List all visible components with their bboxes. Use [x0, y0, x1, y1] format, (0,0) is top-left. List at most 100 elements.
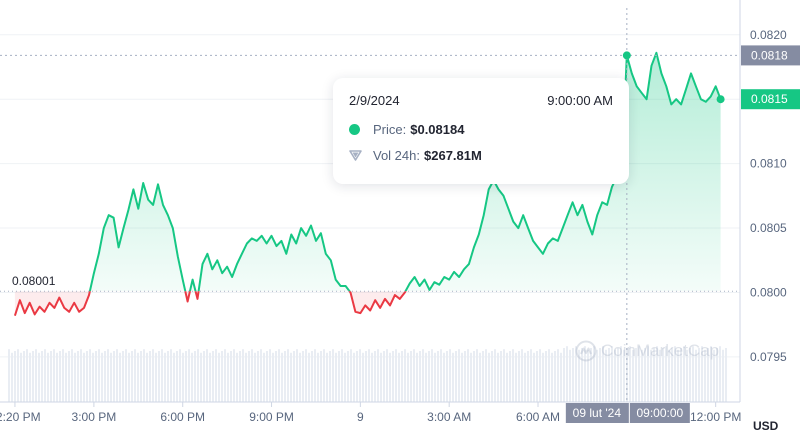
- volume-bar: [323, 349, 325, 402]
- volume-bar: [587, 349, 589, 402]
- volume-bar: [146, 352, 148, 402]
- price-line-up: [88, 51, 722, 292]
- volume-bar: [239, 351, 241, 402]
- volume-bar: [131, 351, 133, 402]
- volume-bar: [431, 349, 433, 402]
- volume-bar: [224, 349, 226, 402]
- hover-price-badge-label: 0.0818: [751, 48, 788, 62]
- volume-bar: [707, 348, 709, 402]
- volume-bar: [59, 351, 61, 402]
- volume-bar: [695, 349, 697, 402]
- volume-bar: [86, 351, 88, 402]
- volume-bar: [77, 351, 79, 402]
- volume-bar: [287, 349, 289, 402]
- volume-bar: [536, 351, 538, 402]
- y-tick-label: 0.0820: [750, 28, 787, 42]
- volume-bar: [617, 348, 619, 402]
- volume-bar: [530, 349, 532, 402]
- volume-bar: [83, 352, 85, 402]
- volume-bar: [689, 348, 691, 402]
- volume-bar: [416, 352, 418, 402]
- x-tick-label: 6:00 AM: [516, 410, 560, 424]
- volume-bar: [302, 351, 304, 402]
- volume-bar: [11, 352, 13, 402]
- volume-bar: [98, 349, 100, 402]
- volume-bar: [539, 349, 541, 402]
- volume-bar: [377, 349, 379, 402]
- volume-bar: [341, 349, 343, 402]
- crosshair-point: [622, 51, 631, 60]
- volume-bar: [692, 346, 694, 402]
- volume-bar: [20, 352, 22, 402]
- volume-bar: [89, 349, 91, 402]
- currency-label: USD: [753, 419, 779, 433]
- volume-bar: [659, 349, 661, 402]
- volume-bar: [719, 346, 721, 402]
- volume-bar: [245, 352, 247, 402]
- volume-bar: [284, 351, 286, 402]
- volume-bar: [521, 349, 523, 402]
- volume-bar: [371, 352, 373, 402]
- volume-bar: [32, 351, 34, 402]
- volume-bar: [518, 351, 520, 402]
- volume-bar: [461, 352, 463, 402]
- volume-bar: [599, 348, 601, 402]
- volume-bar: [128, 352, 130, 402]
- volume-bar: [494, 349, 496, 402]
- volume-bar: [53, 349, 55, 402]
- crosshair: [0, 8, 740, 402]
- volume-bar: [23, 351, 25, 402]
- volume-bar: [125, 349, 127, 402]
- volume-bar: [14, 351, 16, 402]
- volume-bar: [80, 349, 82, 402]
- volume-bar: [662, 348, 664, 402]
- volume-bar: [452, 352, 454, 402]
- volume-bar: [440, 349, 442, 402]
- volume-bar: [455, 351, 457, 402]
- volume-bar: [716, 348, 718, 402]
- price-line-down: [13, 291, 407, 317]
- current-price-badge-label: 0.0815: [751, 92, 788, 106]
- y-tick-label: 0.0805: [750, 221, 787, 235]
- volume-bar: [527, 351, 529, 402]
- volume-bar: [680, 348, 682, 402]
- volume-bar: [44, 349, 46, 402]
- volume-bar: [434, 352, 436, 402]
- tooltip-price-row: Price: $0.08184: [349, 122, 464, 137]
- volume-bar: [365, 351, 367, 402]
- volume-bar: [464, 351, 466, 402]
- volume-bar: [644, 348, 646, 402]
- volume-bar: [404, 349, 406, 402]
- volume-bar: [653, 348, 655, 402]
- tooltip-time: 9:00:00 AM: [547, 93, 613, 108]
- volume-bar: [545, 351, 547, 402]
- crosshair-date-label: 09 lut '24: [573, 406, 622, 420]
- volume-bar: [422, 349, 424, 402]
- volume-bar: [665, 346, 667, 402]
- x-tick-label: 12:00 PM: [690, 410, 741, 424]
- volume-bar: [443, 352, 445, 402]
- watermark-text: CoinMarketCap: [601, 341, 720, 360]
- volume-bar: [614, 349, 616, 402]
- tooltip-price-label: Price:: [373, 122, 407, 137]
- volume-bar: [374, 351, 376, 402]
- area-fill-up: [89, 52, 721, 292]
- volume-bar: [623, 349, 625, 402]
- volume-bar: [290, 352, 292, 402]
- volume-bar: [152, 349, 154, 402]
- volume-bar: [683, 346, 685, 402]
- volume-bar: [134, 349, 136, 402]
- tooltip-date: 2/9/2024: [349, 93, 400, 108]
- volume-bar: [446, 351, 448, 402]
- x-tick-label: 3:00 PM: [72, 410, 117, 424]
- volume-bar: [584, 346, 586, 402]
- volume-bar: [419, 351, 421, 402]
- volume-bar: [254, 352, 256, 402]
- volume-bar: [47, 352, 49, 402]
- volume-bar: [380, 352, 382, 402]
- volume-bar: [143, 349, 145, 402]
- volume-bar: [410, 351, 412, 402]
- volume-bar: [500, 351, 502, 402]
- volume-bar: [383, 351, 385, 402]
